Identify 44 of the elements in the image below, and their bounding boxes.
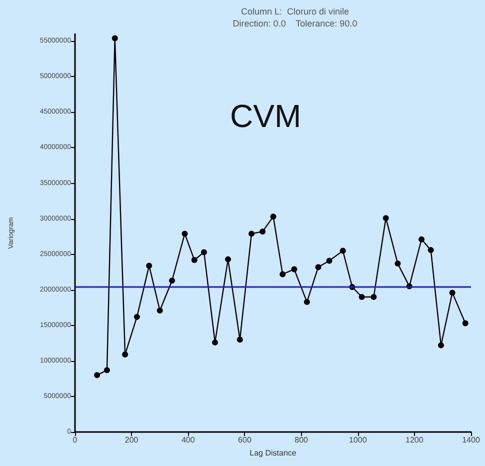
point — [315, 264, 322, 270]
point — [291, 266, 298, 272]
point — [462, 320, 468, 326]
point — [112, 35, 118, 42]
point — [134, 314, 140, 320]
point — [438, 342, 444, 348]
chart-subtitle: Direction: 0.0 Tolerance: 90.0 — [232, 18, 358, 28]
x-tick-label: 1000 — [348, 436, 368, 444]
point — [382, 215, 389, 222]
x-tick-label: 0 — [72, 436, 78, 444]
point — [122, 352, 128, 358]
point — [418, 236, 424, 242]
point — [326, 258, 332, 264]
point — [340, 248, 346, 254]
x-tick-label: 400 — [181, 436, 196, 444]
point — [236, 336, 243, 343]
point — [280, 271, 286, 278]
x-tick-label: 1400 — [462, 436, 480, 444]
point — [104, 367, 110, 374]
point — [270, 214, 276, 220]
point — [358, 294, 365, 300]
x-tick-label: 600 — [238, 436, 252, 444]
point — [304, 298, 310, 305]
x-tick-label: 800 — [294, 436, 309, 444]
point — [428, 247, 434, 254]
point — [370, 294, 377, 300]
point — [94, 372, 100, 378]
point — [182, 230, 188, 237]
point — [225, 256, 232, 262]
point — [394, 260, 401, 267]
point — [212, 339, 218, 346]
point — [146, 262, 152, 269]
point — [260, 228, 266, 235]
x-tick-label: 200 — [124, 436, 139, 444]
point — [449, 290, 456, 296]
point — [169, 278, 176, 284]
chart-title: Column L: Cloruro di vinile — [240, 6, 350, 16]
point — [200, 249, 207, 256]
x-tick-label: 1200 — [406, 436, 424, 444]
x-axis-title: Lag Distance — [250, 448, 297, 458]
point — [248, 230, 255, 237]
point — [156, 307, 163, 314]
point — [191, 257, 198, 264]
annotation: CVM — [230, 98, 302, 134]
